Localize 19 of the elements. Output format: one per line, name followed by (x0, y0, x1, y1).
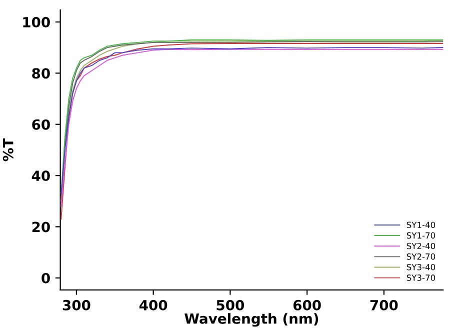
y-tick-label: 60 (32, 119, 50, 130)
x-tick-label: 400 (139, 300, 168, 310)
legend-label: SY3-70 (406, 274, 436, 281)
x-tick-label: 300 (62, 300, 90, 310)
x-tick-label: 600 (293, 300, 321, 310)
x-tick-label: 500 (216, 300, 244, 310)
x-axis-title: Wavelength (nm) (184, 313, 318, 327)
legend-label: SY1-70 (406, 232, 436, 239)
y-axis-title: %T (2, 138, 14, 162)
y-tick-label: 80 (32, 68, 50, 79)
legend-label: SY3-40 (406, 264, 436, 270)
legend-label: SY2-40 (406, 242, 436, 250)
x-tick-label: 700 (370, 300, 398, 310)
legend-label: SY2-70 (406, 253, 436, 260)
y-tick-label: 0 (42, 272, 50, 284)
y-tick-label: 20 (32, 222, 50, 232)
y-tick-label: 100 (23, 16, 50, 28)
y-tick-label: 40 (32, 170, 50, 182)
legend-label: SY1-40 (406, 222, 436, 228)
